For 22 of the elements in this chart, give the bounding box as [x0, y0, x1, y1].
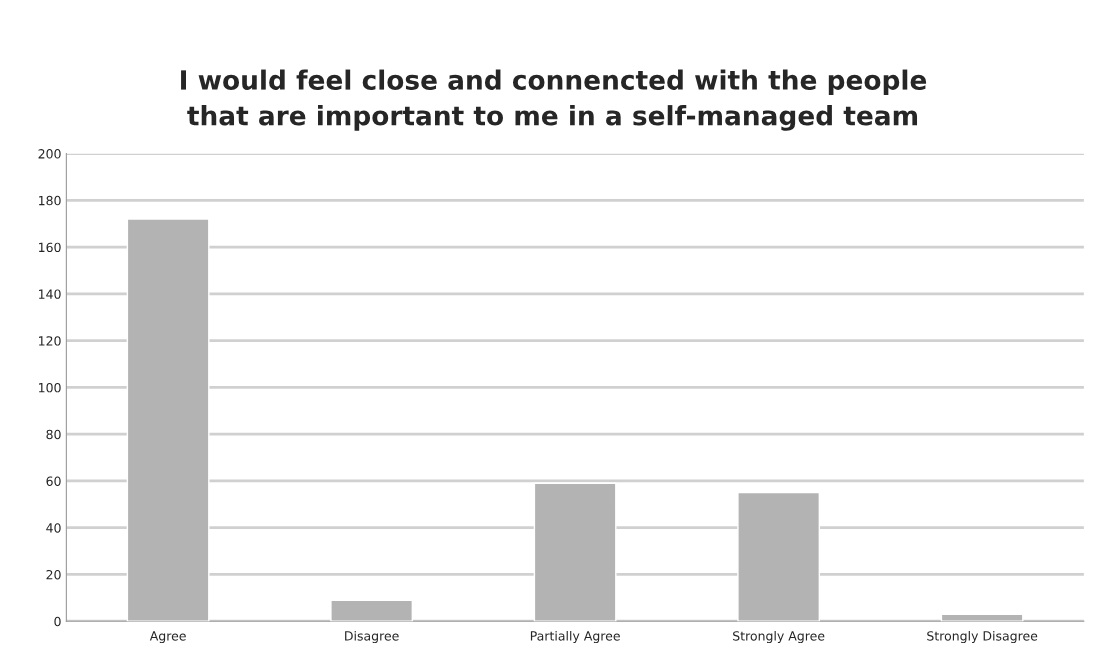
y-tick-label: 100 — [39, 382, 61, 393]
y-tick-label: 200 — [38, 149, 61, 159]
x-tick-label: Disagree — [345, 630, 399, 644]
bar — [737, 491, 821, 622]
bar — [940, 613, 1024, 622]
y-tick-label: 160 — [39, 242, 61, 253]
y-tick-label: 60 — [46, 476, 61, 486]
bar — [330, 599, 414, 622]
y-tick-label: 80 — [46, 429, 61, 440]
x-tick-label: Agree — [149, 631, 186, 644]
bar — [533, 482, 617, 622]
x-tick-label: Partially Agree — [530, 630, 620, 644]
x-tick-label: Strongly Disagree — [927, 630, 1038, 644]
y-tick-label: 140 — [39, 289, 61, 299]
y-tick-label: 0 — [54, 616, 61, 627]
y-tick-label: 180 — [39, 195, 61, 206]
y-tick-label: 40 — [46, 523, 61, 533]
bar — [126, 218, 210, 622]
y-tick-label: 20 — [46, 569, 61, 580]
x-tick-label: Strongly Agree — [733, 630, 825, 644]
chart-title: I would feel close and connencted with the people that are important to me in a self-managed team — [181, 69, 927, 131]
y-tick-label: 120 — [39, 336, 61, 346]
